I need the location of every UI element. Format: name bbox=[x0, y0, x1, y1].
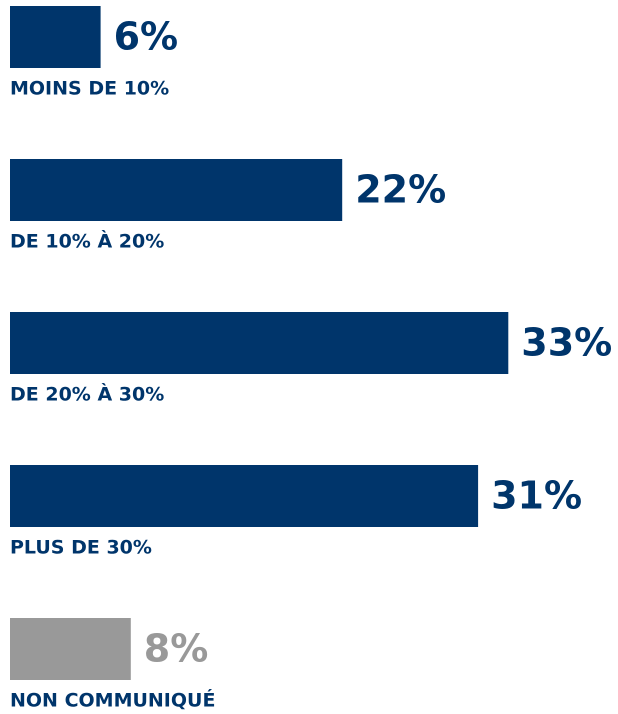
bar bbox=[10, 159, 343, 221]
value-label: 31% bbox=[491, 474, 582, 518]
category-label: DE 20% À 30% bbox=[10, 383, 164, 406]
value-label: 8% bbox=[144, 627, 209, 671]
category-label: NON COMMUNIQUÉ bbox=[10, 689, 215, 712]
bar bbox=[10, 312, 509, 374]
bar bbox=[10, 465, 479, 527]
value-label: 33% bbox=[521, 321, 612, 365]
value-label: 22% bbox=[355, 168, 446, 212]
value-label: 6% bbox=[114, 15, 179, 59]
bar bbox=[10, 618, 131, 680]
category-label: PLUS DE 30% bbox=[10, 537, 152, 559]
category-label: DE 10% À 20% bbox=[10, 230, 164, 253]
bar bbox=[10, 6, 101, 68]
category-label: MOINS DE 10% bbox=[10, 78, 169, 100]
